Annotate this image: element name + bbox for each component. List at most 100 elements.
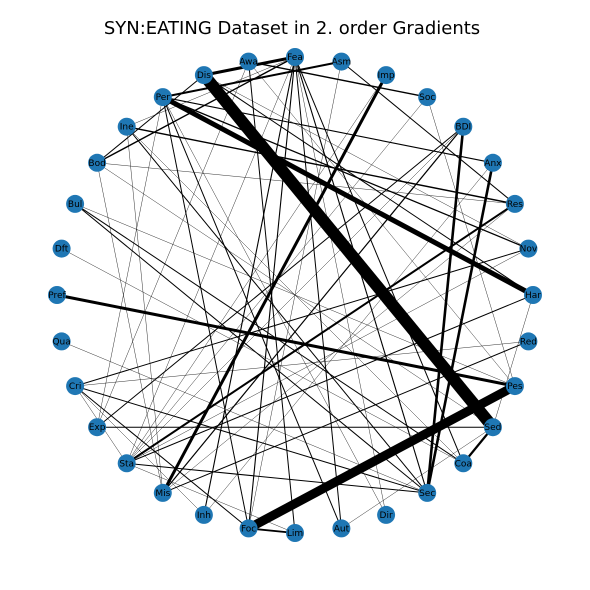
edge-dis-bod [96, 74, 205, 164]
node-label: Nov [520, 245, 538, 255]
node-label: Sec [419, 489, 435, 499]
edge-coa-fea [294, 56, 464, 464]
node-per: Per [153, 88, 172, 107]
edge-res-mis [162, 203, 516, 494]
node-label: Inh [197, 511, 211, 521]
node-nov: Nov [519, 239, 538, 258]
node-label: Sta [119, 459, 134, 469]
edge-res-bod [97, 162, 515, 205]
node-exp: Exp [88, 418, 107, 437]
edge-bdi-exp [96, 126, 464, 428]
node-marker [52, 239, 71, 258]
edge-bdi-mis [162, 126, 464, 494]
node-aut: Aut [332, 519, 351, 538]
node-dis: Dis [194, 66, 213, 85]
node-foc: Foc [239, 519, 258, 538]
node-label: Fea [287, 53, 303, 63]
edge-aut-per [162, 96, 342, 529]
node-qua: Qua [52, 332, 71, 351]
node-bul: Bul [66, 194, 85, 213]
node-lim: Lim [286, 524, 304, 542]
edge-bdi-sta [126, 126, 464, 464]
edge-ine-mis [126, 126, 163, 493]
edge-layer [56, 55, 535, 534]
node-label: Res [507, 200, 523, 210]
node-marker [66, 194, 85, 213]
node-anx: Anx [483, 153, 502, 172]
node-label: Qua [52, 337, 70, 347]
node-label: Har [525, 291, 541, 301]
node-sec: Sec [418, 483, 437, 502]
node-har: Har [524, 286, 542, 304]
node-label: Asm [332, 58, 352, 68]
node-pes: Pes [505, 377, 524, 396]
node-label: Sed [484, 423, 501, 433]
edge-nov-dis [203, 74, 529, 249]
node-label: Coa [455, 459, 472, 469]
node-label: Ine [120, 123, 134, 133]
edge-soc-pes [427, 97, 516, 387]
node-res: Res [505, 194, 524, 213]
node-label: BDI [455, 123, 471, 133]
edge-qua-sec [61, 341, 428, 494]
node-marker [194, 505, 213, 524]
edge-dir-fea [294, 56, 387, 515]
node-imp: Imp [377, 66, 396, 85]
edge-coa-bul [74, 203, 464, 464]
node-label: Soc [419, 93, 435, 103]
node-layer: Fea Asm Imp Soc BDI Anx Res Nov Har Red Pes Sed Coa S… [48, 48, 542, 542]
node-sta: Sta [117, 454, 136, 473]
node-label: Mis [155, 489, 170, 499]
node-label: Exp [89, 423, 106, 433]
node-marker [332, 519, 351, 538]
node-fea: Fea [286, 48, 304, 66]
edge-lim-sta [126, 463, 296, 534]
edge-dis-har [203, 74, 534, 296]
edge-lim-awa [248, 61, 296, 534]
node-marker [153, 483, 172, 502]
node-marker [239, 52, 258, 71]
node-marker [239, 519, 258, 538]
edge-aut-sed [341, 427, 494, 529]
node-marker [48, 286, 66, 304]
node-marker [524, 286, 542, 304]
node-sed: Sed [483, 418, 502, 437]
node-bdi: BDI [454, 117, 473, 136]
node-marker [483, 153, 502, 172]
edge-nov-sta [126, 248, 529, 464]
edge-anx-inh [203, 162, 494, 516]
edge-har-per [161, 94, 535, 298]
node-label: Dis [197, 71, 211, 81]
node-dft: Dft [52, 239, 71, 258]
node-marker [519, 239, 538, 258]
node-label: Awa [239, 58, 258, 68]
node-soc: Soc [418, 88, 437, 107]
edge-foc-cri [74, 385, 249, 529]
node-marker [519, 332, 538, 351]
node-marker [52, 332, 71, 351]
node-marker [483, 418, 502, 437]
edge-har-sta [126, 294, 534, 464]
node-marker [505, 377, 524, 396]
node-label: Aut [334, 524, 350, 534]
node-marker [418, 88, 437, 107]
edge-dft-coa [61, 248, 464, 464]
node-red: Red [519, 332, 538, 351]
edge-sec-sta [126, 462, 428, 494]
node-label: Imp [378, 71, 395, 81]
node-cri: Cri [66, 377, 85, 396]
node-label: Dft [55, 245, 69, 255]
node-marker [454, 454, 473, 473]
node-label: Pes [507, 382, 523, 392]
edge-asm-res [341, 61, 516, 205]
edge-red-cri [75, 341, 529, 387]
node-dir: Dir [377, 505, 396, 524]
edge-res-sta [126, 203, 516, 465]
node-label: Foc [241, 524, 256, 534]
edge-fea-inh [203, 56, 296, 516]
node-label: Pref [48, 291, 66, 301]
node-marker [88, 418, 107, 437]
node-marker [117, 454, 136, 473]
node-label: Red [520, 337, 537, 347]
